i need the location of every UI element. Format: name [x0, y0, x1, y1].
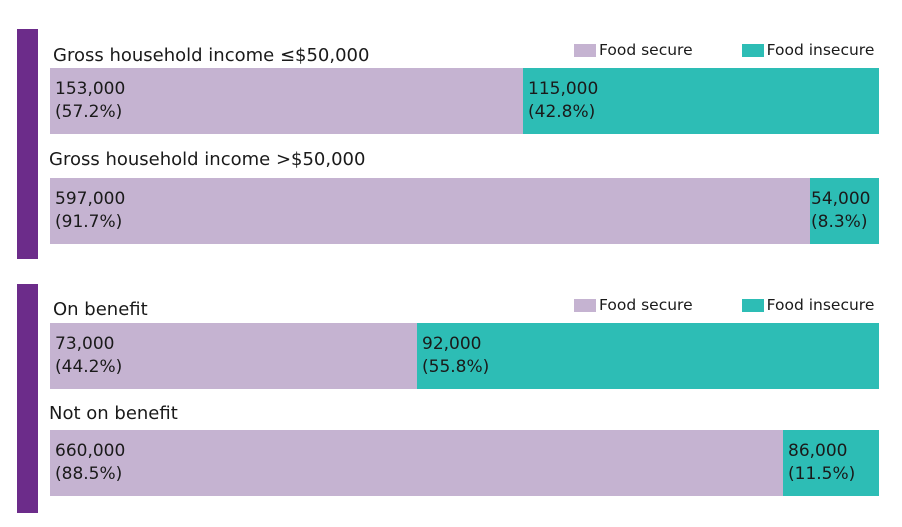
bar-segment-food-secure: 73,000 (44.2%) [50, 323, 417, 389]
percent-label: (42.8%) [528, 102, 596, 122]
value-label: 73,000 [55, 334, 115, 354]
bar-label: Not on benefit [49, 403, 178, 424]
value-label: 660,000 [55, 441, 126, 461]
value-label: 86,000 [788, 441, 848, 461]
bar-label: Gross household income ≤$50,000 [53, 45, 370, 66]
legend-swatch-food-insecure [741, 43, 764, 57]
value-label: 597,000 [55, 189, 126, 209]
bar-label: On benefit [53, 299, 148, 320]
data-label-food-secure: 660,000 (88.5%) [55, 440, 125, 486]
value-label: 115,000 [528, 79, 599, 99]
percent-label: (57.2%) [55, 102, 123, 122]
bar-segment-food-insecure: 92,000 (55.8%) [417, 323, 879, 389]
bar-label: Gross household income >$50,000 [49, 149, 366, 170]
bar-segment-food-insecure: 115,000 (42.8%) [523, 68, 879, 134]
panel-accent-bar [17, 29, 38, 259]
percent-label: (88.5%) [55, 464, 123, 484]
percent-label: (11.5%) [788, 464, 856, 484]
legend-swatch-food-secure [574, 43, 596, 57]
stacked-bar: 73,000 (44.2%) 92,000 (55.8%) [50, 323, 879, 389]
stacked-bar: 660,000 (88.5%) 86,000 (11.5%) [50, 430, 879, 496]
data-label-food-insecure: 86,000 (11.5%) [788, 440, 855, 486]
bar-segment-food-secure: 153,000 (57.2%) [50, 68, 523, 134]
chart-legend: Food secure Food insecure [574, 296, 874, 314]
data-label-food-secure: 597,000 (91.7%) [55, 188, 125, 234]
chart-legend: Food secure Food insecure [574, 41, 874, 59]
stacked-bar: 153,000 (57.2%) 115,000 (42.8%) [50, 68, 879, 134]
legend-label-food-insecure: Food insecure [766, 41, 875, 59]
data-label-food-insecure: 92,000 (55.8%) [422, 333, 489, 379]
legend-swatch-food-insecure [741, 298, 764, 312]
bar-segment-food-secure: 597,000 (91.7%) [50, 178, 810, 244]
data-label-food-insecure: 54,000 (8.3%) [811, 188, 870, 234]
percent-label: (91.7%) [55, 212, 123, 232]
legend-label-food-insecure: Food insecure [766, 296, 875, 314]
bar-segment-food-insecure: 86,000 (11.5%) [783, 430, 879, 496]
legend-swatch-food-secure [574, 298, 596, 312]
bar-segment-food-insecure: 54,000 (8.3%) [810, 178, 879, 244]
bar-segment-food-secure: 660,000 (88.5%) [50, 430, 783, 496]
stacked-bar: 597,000 (91.7%) 54,000 (8.3%) [50, 178, 879, 244]
panel-accent-bar [17, 284, 38, 513]
legend-label-food-secure: Food secure [599, 296, 693, 314]
data-label-food-insecure: 115,000 (42.8%) [528, 78, 598, 124]
legend-label-food-secure: Food secure [599, 41, 693, 59]
value-label: 54,000 [811, 189, 871, 209]
value-label: 153,000 [55, 79, 126, 99]
data-label-food-secure: 153,000 (57.2%) [55, 78, 125, 124]
data-label-food-secure: 73,000 (44.2%) [55, 333, 122, 379]
percent-label: (55.8%) [422, 357, 490, 377]
value-label: 92,000 [422, 334, 482, 354]
percent-label: (8.3%) [811, 212, 868, 232]
percent-label: (44.2%) [55, 357, 123, 377]
